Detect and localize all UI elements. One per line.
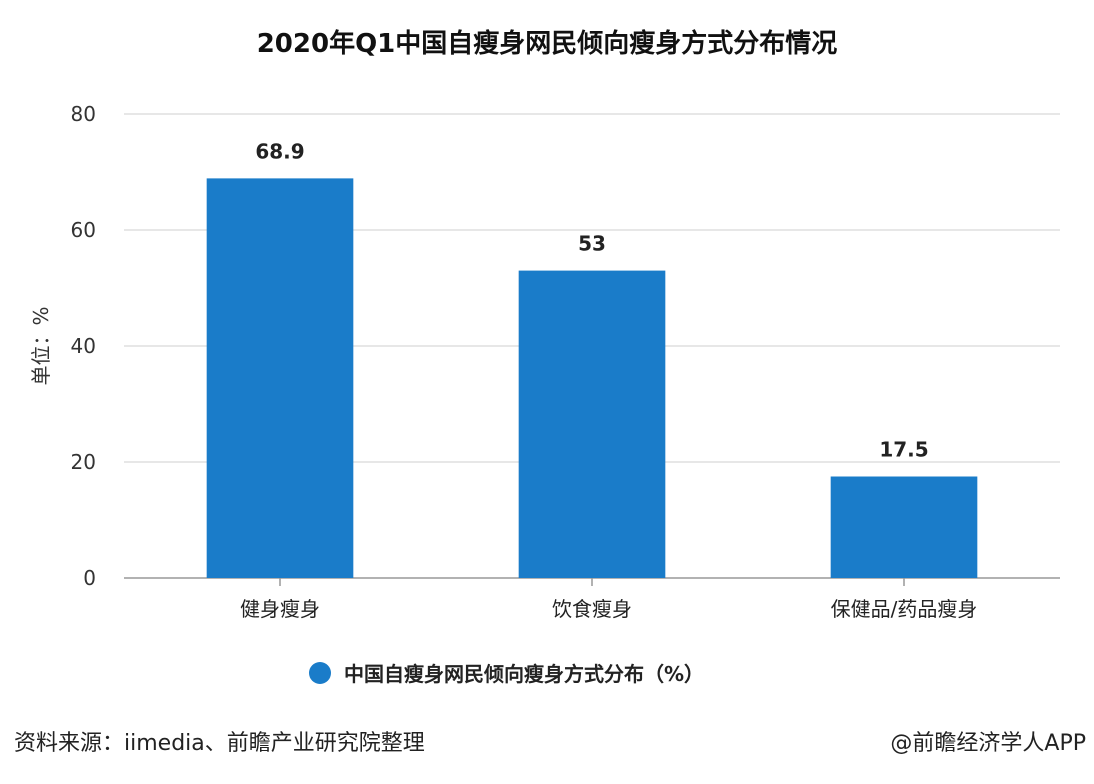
- y-tick-label: 40: [71, 334, 96, 358]
- category-label: 饮食瘦身: [552, 597, 632, 621]
- legend-label: 中国自瘦身网民倾向瘦身方式分布（%）: [344, 662, 704, 686]
- y-tick-label: 80: [71, 102, 96, 126]
- y-tick-label: 20: [71, 450, 96, 474]
- data-labels: 68.9 53 17.5: [255, 139, 928, 461]
- data-label: 68.9: [255, 139, 304, 163]
- category-label: 健身瘦身: [240, 597, 320, 621]
- y-axis-label: 单位：%: [29, 306, 53, 385]
- y-tick-labels: 0 20 40 60 80: [71, 102, 96, 590]
- y-tick-label: 0: [83, 566, 96, 590]
- bars: [206, 178, 978, 578]
- bar: [830, 476, 978, 578]
- credit-note: @前瞻经济学人APP: [890, 731, 1086, 756]
- bar: [518, 270, 666, 578]
- category-labels: 健身瘦身 饮食瘦身 保健品/药品瘦身: [240, 578, 977, 621]
- data-label: 53: [578, 232, 606, 256]
- chart-title: 2020年Q1中国自瘦身网民倾向瘦身方式分布情况: [257, 28, 838, 59]
- legend-swatch: [309, 662, 331, 684]
- bar: [206, 178, 354, 578]
- category-label: 保健品/药品瘦身: [831, 597, 978, 621]
- data-label: 17.5: [879, 438, 928, 462]
- source-note: 资料来源：iimedia、前瞻产业研究院整理: [14, 731, 425, 756]
- y-tick-label: 60: [71, 218, 96, 242]
